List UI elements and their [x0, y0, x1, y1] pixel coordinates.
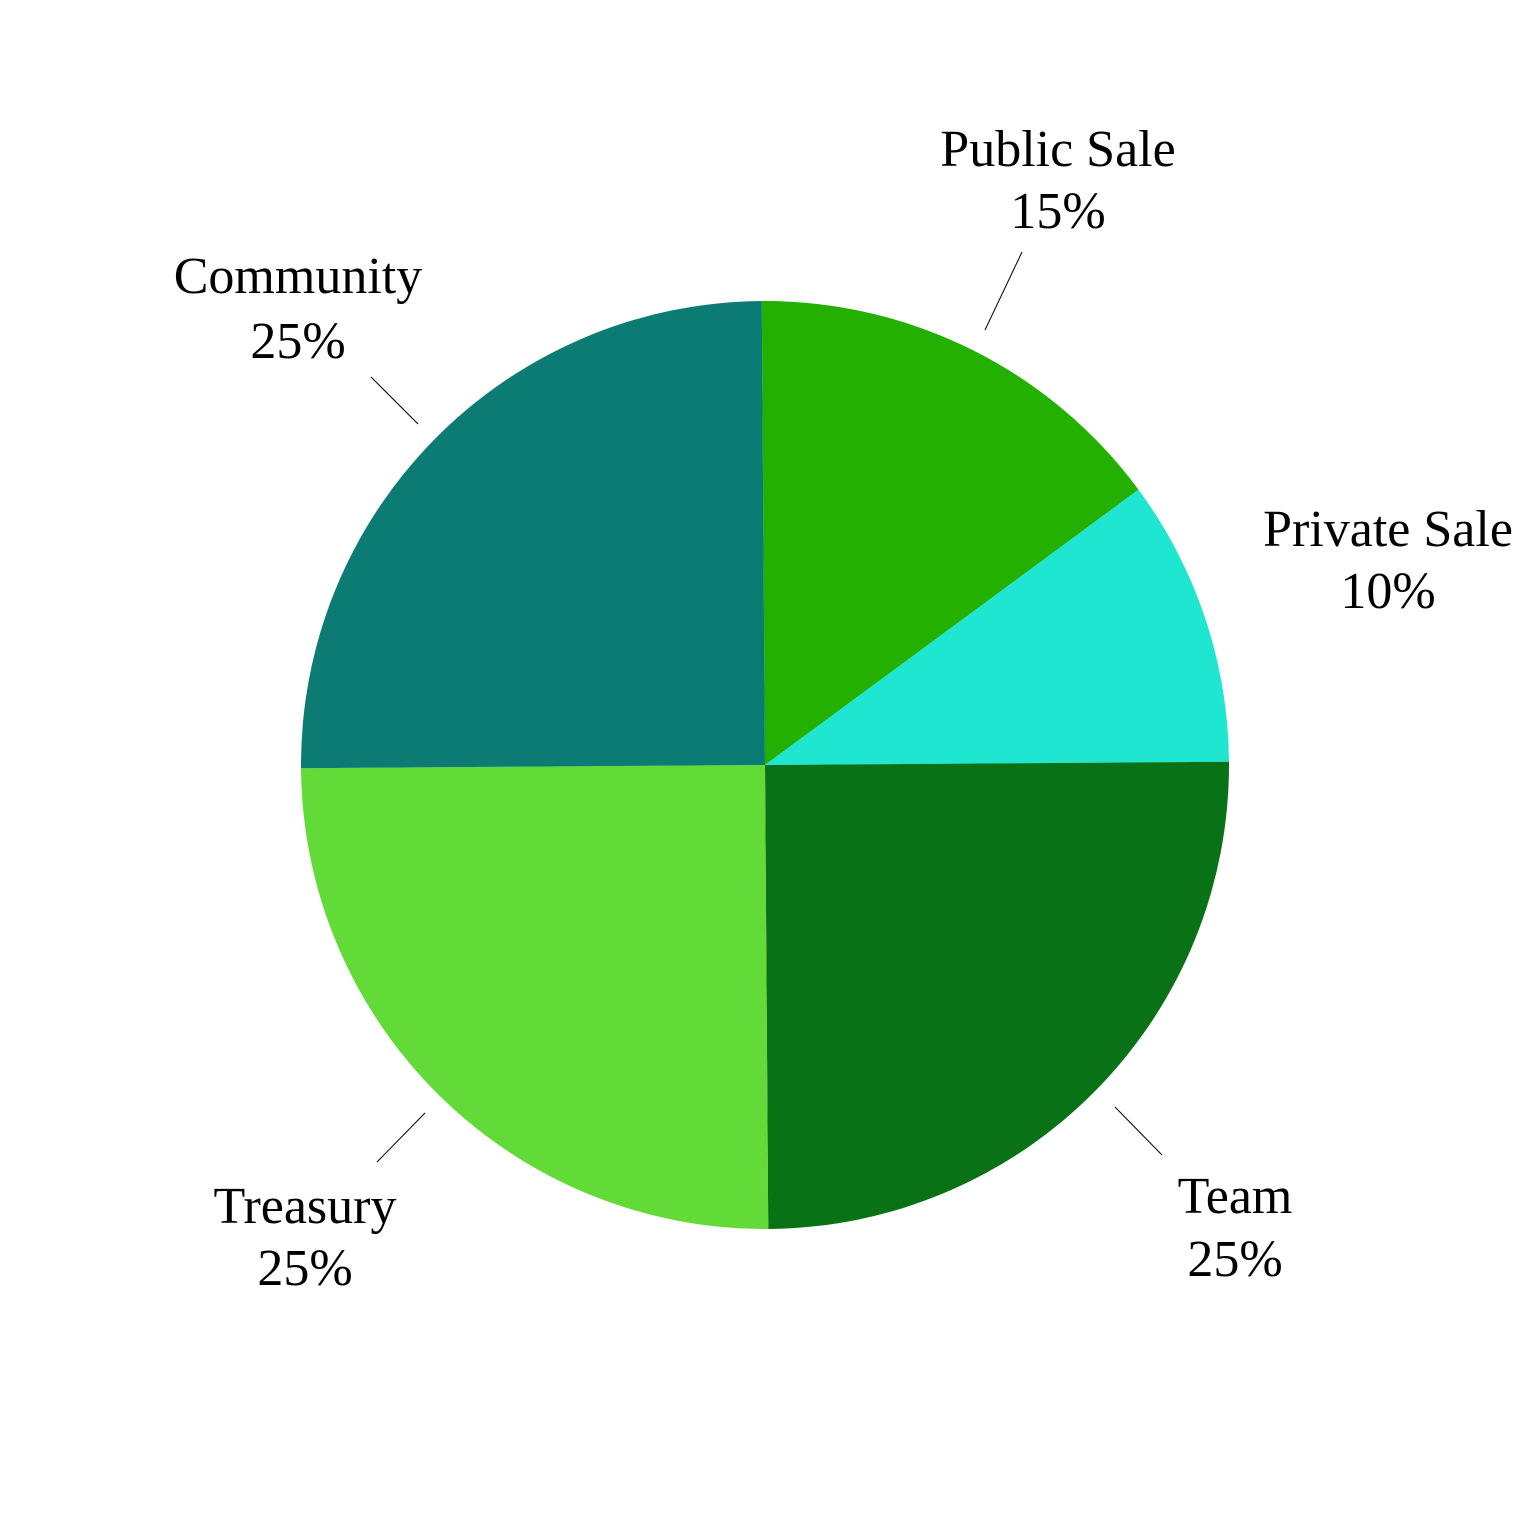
- slice-label: Team: [1178, 1168, 1293, 1225]
- pie-slice-team: [765, 761, 1229, 1229]
- slice-percent-label: 25%: [1187, 1231, 1282, 1288]
- slice-label: Private Sale: [1263, 501, 1513, 558]
- slice-label: Public Sale: [940, 121, 1175, 178]
- slice-percent-label: 25%: [257, 1240, 352, 1297]
- leader-line: [984, 251, 1023, 331]
- leader-line: [376, 1112, 426, 1163]
- pie-slice-community: [301, 301, 765, 769]
- pie-slice-private-sale: [765, 489, 1229, 765]
- leader-line: [370, 376, 419, 425]
- pie-slice-treasury: [301, 765, 769, 1229]
- pie-slice-public-sale: [761, 301, 1139, 765]
- slice-percent-label: 15%: [1010, 183, 1105, 240]
- slice-label: Treasury: [214, 1178, 397, 1235]
- slice-label: Community: [174, 248, 422, 305]
- leader-line: [1114, 1106, 1163, 1156]
- slice-percent-label: 10%: [1340, 563, 1435, 620]
- slice-percent-label: 25%: [250, 313, 345, 370]
